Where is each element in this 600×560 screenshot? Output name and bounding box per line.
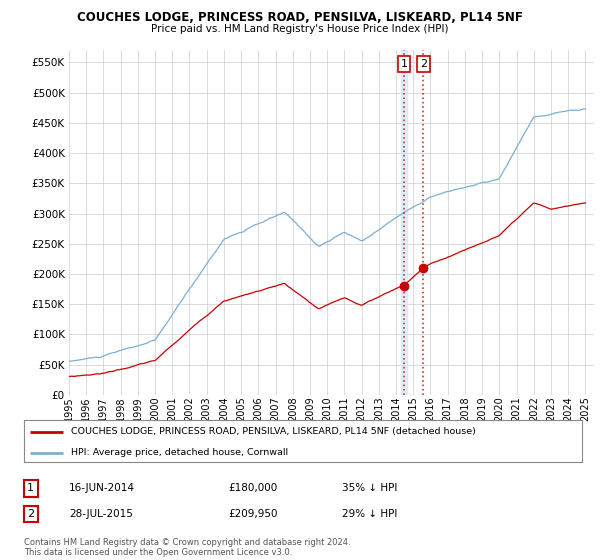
Text: 29% ↓ HPI: 29% ↓ HPI	[342, 509, 397, 519]
Bar	[401, 50, 407, 395]
Text: 1: 1	[27, 483, 34, 493]
Text: COUCHES LODGE, PRINCESS ROAD, PENSILVA, LISKEARD, PL14 5NF: COUCHES LODGE, PRINCESS ROAD, PENSILVA, …	[77, 11, 523, 24]
Text: 16-JUN-2014: 16-JUN-2014	[69, 483, 135, 493]
Text: 28-JUL-2015: 28-JUL-2015	[69, 509, 133, 519]
Text: COUCHES LODGE, PRINCESS ROAD, PENSILVA, LISKEARD, PL14 5NF (detached house): COUCHES LODGE, PRINCESS ROAD, PENSILVA, …	[71, 427, 476, 436]
Text: 2: 2	[419, 59, 427, 69]
Text: £209,950: £209,950	[228, 509, 277, 519]
Text: £180,000: £180,000	[228, 483, 277, 493]
Text: 35% ↓ HPI: 35% ↓ HPI	[342, 483, 397, 493]
Text: 1: 1	[400, 59, 407, 69]
Text: 2: 2	[27, 509, 34, 519]
Text: HPI: Average price, detached house, Cornwall: HPI: Average price, detached house, Corn…	[71, 448, 289, 458]
Text: Price paid vs. HM Land Registry's House Price Index (HPI): Price paid vs. HM Land Registry's House …	[151, 24, 449, 34]
Text: Contains HM Land Registry data © Crown copyright and database right 2024.
This d: Contains HM Land Registry data © Crown c…	[24, 538, 350, 557]
